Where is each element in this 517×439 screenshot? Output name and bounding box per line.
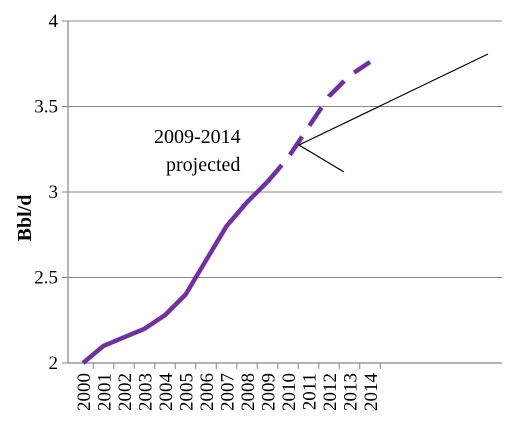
annotation-line-2: projected <box>166 154 240 176</box>
y-tick-labels: 2 2.5 3 3.5 4 <box>34 11 68 374</box>
annotation: 2009-2014 projected <box>154 53 489 176</box>
x-tick-label-2012: 2012 <box>320 373 341 411</box>
x-tick-label-2006: 2006 <box>197 373 218 411</box>
series-lines <box>81 60 372 365</box>
y-tick-label-2.5: 2.5 <box>34 268 58 289</box>
y-tick-label-3.5: 3.5 <box>34 97 58 118</box>
annotation-line-1: 2009-2014 <box>154 126 241 148</box>
series-line-solid <box>81 180 270 365</box>
x-tick-label-2005: 2005 <box>177 373 198 411</box>
x-tick-label-2007: 2007 <box>218 373 239 411</box>
x-tick-label-2014: 2014 <box>361 373 382 412</box>
gridlines <box>68 20 502 278</box>
x-tick-label-2011: 2011 <box>300 373 321 410</box>
x-tick-label-2003: 2003 <box>136 373 157 411</box>
x-tick-label-2000: 2000 <box>74 373 95 411</box>
series-line-dashed <box>265 60 372 184</box>
y-tick-label-4: 4 <box>49 11 59 32</box>
x-tick-label-2008: 2008 <box>238 373 259 411</box>
x-tick-label-2001: 2001 <box>95 373 116 411</box>
x-tick-label-2004: 2004 <box>156 373 177 412</box>
y-tick-label-2: 2 <box>49 353 59 374</box>
x-tick-label-2013: 2013 <box>341 373 362 411</box>
annotation-leader-line <box>297 53 489 173</box>
x-tick-label-2002: 2002 <box>115 373 136 411</box>
x-tick-label-2010: 2010 <box>279 373 300 411</box>
y-axis-label: Bbl/d <box>14 195 36 242</box>
x-tick-labels: 2000 2001 2002 2003 2004 2005 2006 2007 2008 2009… <box>74 363 382 411</box>
y-tick-label-3: 3 <box>49 182 59 203</box>
x-tick-label-2009: 2009 <box>259 373 280 411</box>
